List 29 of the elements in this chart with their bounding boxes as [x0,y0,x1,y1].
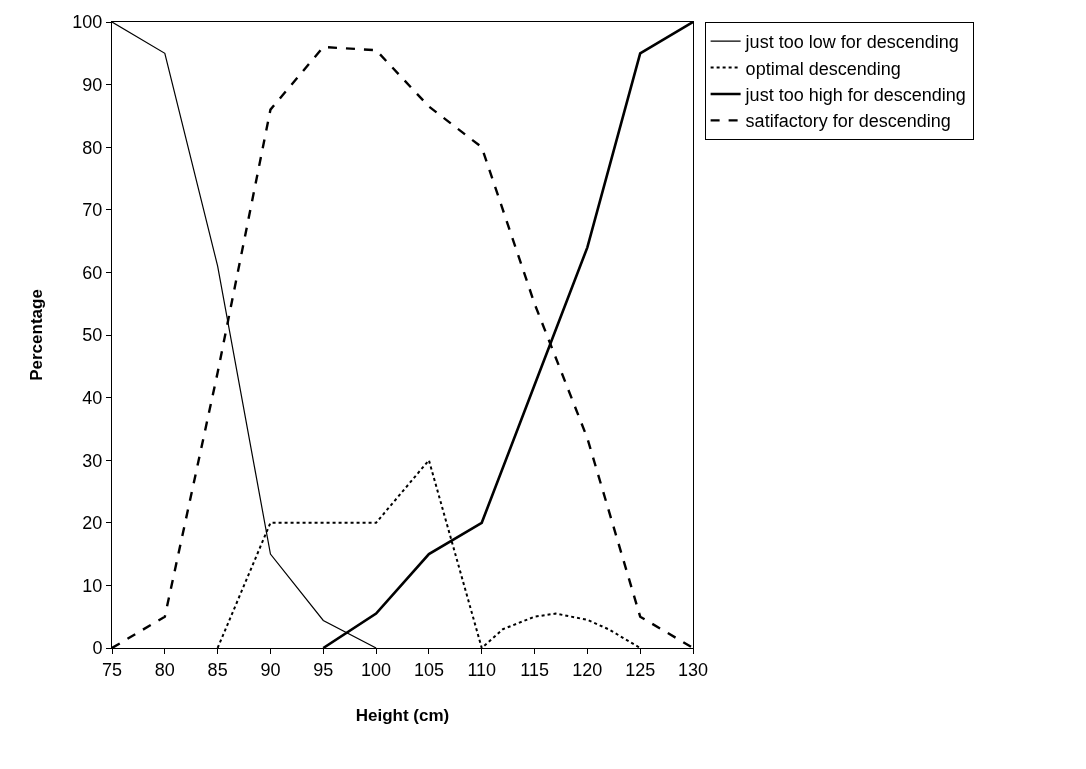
x-tick-label: 75 [101,659,123,680]
x-tick-label: 95 [313,659,334,680]
y-tick-label: 30 [82,450,103,471]
legend-label: satifactory for descending [745,111,951,132]
x-tick-label: 125 [625,659,656,680]
x-tick-label: 120 [572,659,603,680]
y-tick-label: 60 [82,262,103,283]
y-tick-label: 50 [82,325,103,346]
y-tick-label: 100 [72,12,103,33]
x-tick-label: 115 [520,659,549,680]
y-tick-label: 20 [82,513,103,534]
y-tick-label: 0 [92,638,103,659]
y-tick-label: 70 [82,200,103,221]
x-tick-label: 100 [361,659,392,680]
y-tick-label: 80 [82,137,103,158]
x-tick-label: 105 [413,659,444,680]
x-tick-label: 85 [207,659,228,680]
y-tick-label: 10 [82,575,103,596]
x-tick-label: 80 [154,659,175,680]
x-tick-label: 130 [677,659,709,680]
legend-label: just too high for descending [744,85,966,106]
x-axis-title: Height (cm) [355,706,450,725]
x-tick-label: 110 [467,659,497,680]
legend-label: optimal descending [745,58,901,79]
x-tick-label: 90 [260,659,281,680]
y-axis-title: Percentage [26,289,46,381]
y-tick-label: 90 [82,74,103,95]
legend-label: just too low for descending [744,32,959,53]
y-tick-label: 40 [82,387,103,408]
